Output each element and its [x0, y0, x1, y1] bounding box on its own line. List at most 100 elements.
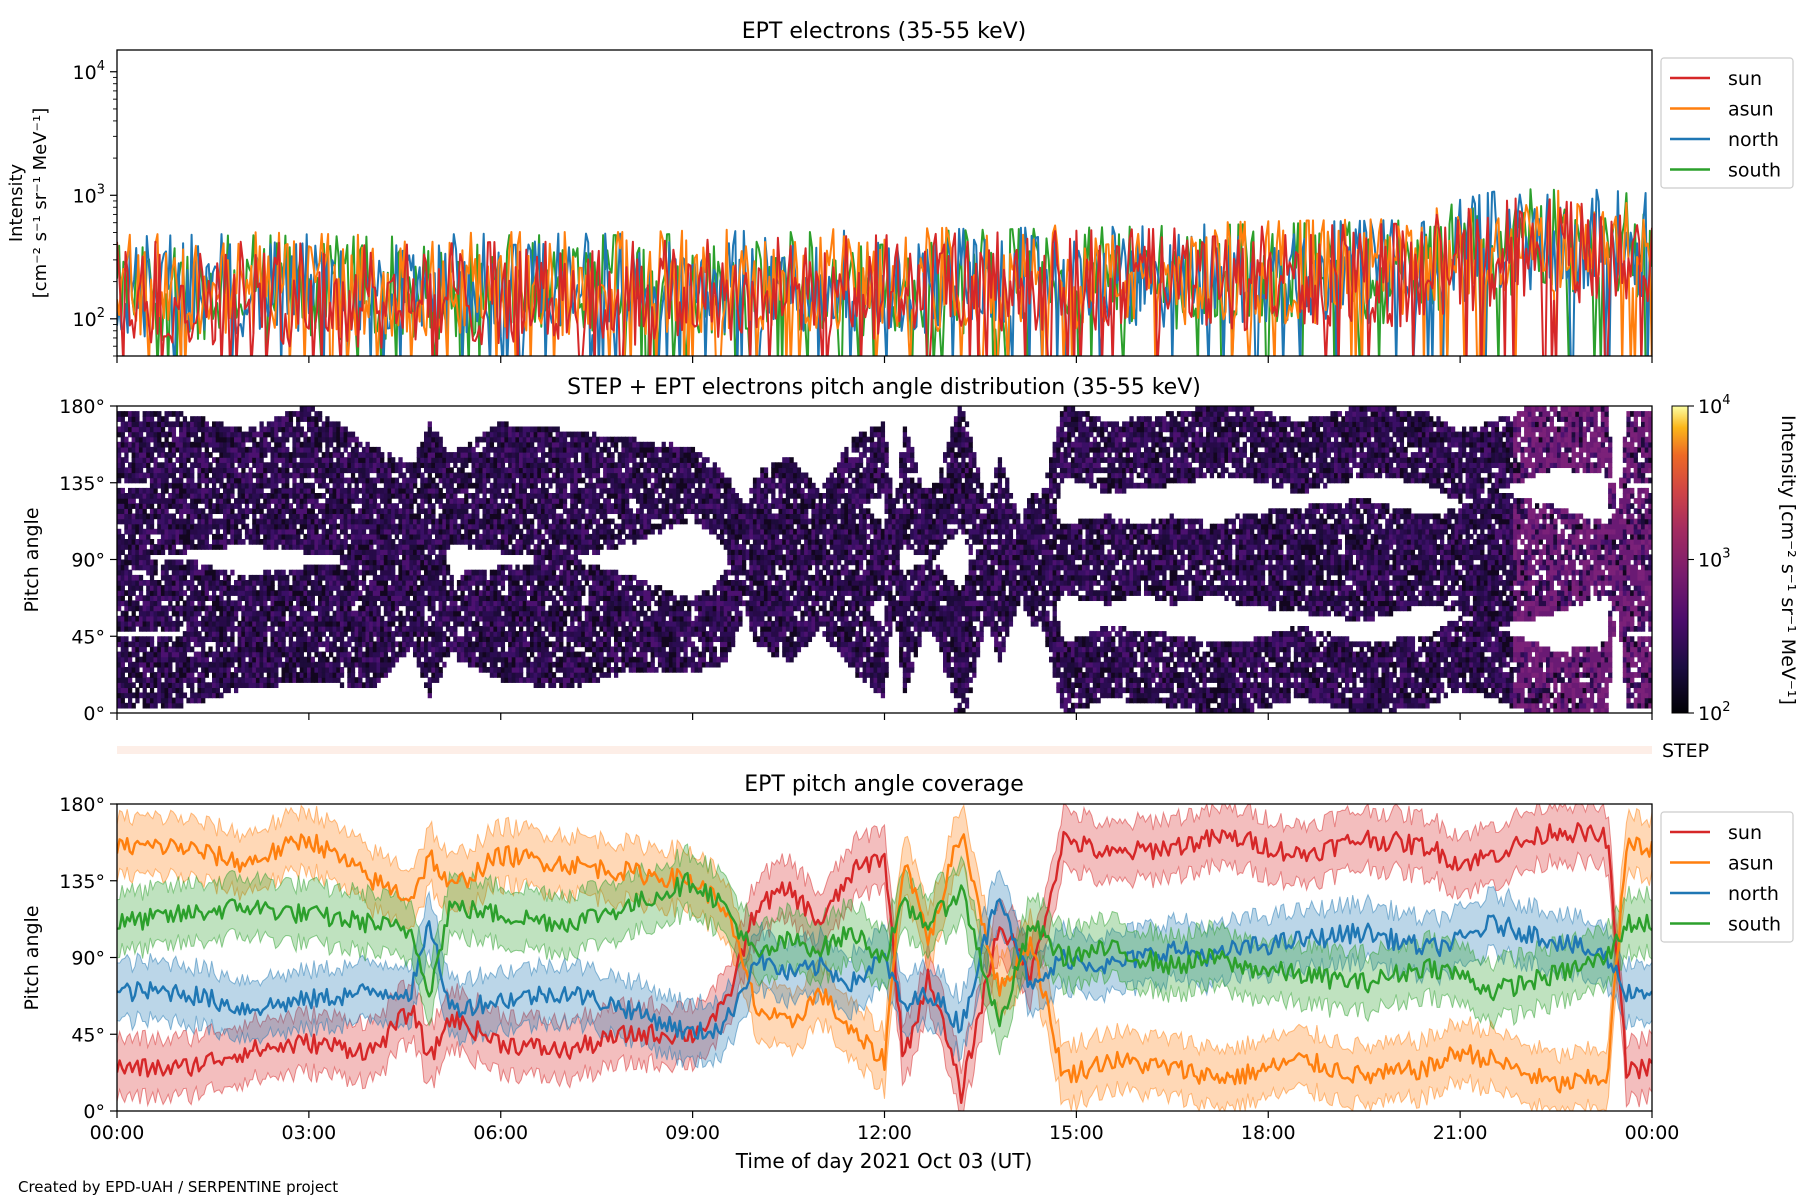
heatmap-cell	[515, 523, 520, 530]
heatmap-cell	[259, 539, 264, 545]
heatmap-cell	[530, 646, 535, 653]
heatmap-cell	[489, 656, 495, 663]
heatmap-cell	[179, 533, 184, 540]
heatmap-cell	[530, 498, 535, 504]
heatmap-cell	[416, 487, 421, 494]
heatmap-cell	[175, 697, 180, 704]
heatmap-cell	[464, 493, 469, 499]
heatmap-cell	[383, 574, 389, 581]
heatmap-cell	[413, 585, 418, 591]
heatmap-cell	[511, 636, 516, 643]
heatmap-cell	[372, 610, 378, 617]
heatmap-cell	[171, 498, 177, 504]
heatmap-cell	[223, 661, 228, 668]
heatmap-cell	[445, 605, 451, 612]
heatmap-cell	[449, 503, 454, 509]
heatmap-cell	[486, 446, 491, 453]
heatmap-cell	[383, 667, 389, 673]
heatmap-cell	[537, 549, 542, 556]
heatmap-cell	[416, 539, 421, 545]
heatmap-cell	[365, 467, 370, 474]
panel2-title: STEP + EPT electrons pitch angle distrib…	[567, 375, 1201, 400]
heatmap-cell	[460, 467, 465, 474]
heatmap-cell	[255, 441, 261, 448]
heatmap-cell	[325, 646, 330, 653]
heatmap-cell	[489, 528, 495, 535]
heatmap-cell	[223, 631, 228, 637]
heatmap-cell	[431, 513, 436, 520]
heatmap-cell	[424, 631, 429, 637]
heatmap-cell	[248, 661, 253, 668]
heatmap-cell	[197, 544, 202, 550]
heatmap-cell	[511, 426, 516, 433]
heatmap-cell	[266, 467, 272, 474]
heatmap-cell	[223, 687, 228, 694]
heatmap-cell	[420, 441, 425, 448]
heatmap-cell	[537, 580, 542, 586]
heatmap-cell	[318, 600, 323, 607]
heatmap-cell	[149, 518, 155, 525]
heatmap-cell	[515, 436, 520, 443]
heatmap-cell	[515, 482, 520, 489]
heatmap-cell	[530, 431, 535, 438]
heatmap-cell	[318, 590, 323, 596]
heatmap-cell	[175, 441, 180, 448]
heatmap-cell	[522, 636, 527, 643]
heatmap-cell	[420, 477, 425, 484]
heatmap-cell	[431, 457, 436, 463]
heatmap-cell	[511, 600, 516, 607]
heatmap-cell	[530, 518, 535, 525]
heatmap-cell	[182, 636, 188, 643]
heatmap-cell	[369, 457, 374, 463]
heatmap-cell	[164, 574, 169, 581]
heatmap-cell	[526, 508, 531, 515]
heatmap-cell	[475, 436, 480, 443]
heatmap-cell	[277, 569, 283, 576]
heatmap-cell	[497, 523, 502, 530]
heatmap-cell	[369, 503, 374, 509]
heatmap-cell	[182, 421, 188, 428]
heatmap-cell	[350, 682, 356, 689]
heatmap-cell	[409, 564, 414, 571]
heatmap-cell	[296, 656, 301, 663]
heatmap-cell	[497, 426, 502, 433]
heatmap-cell	[413, 620, 418, 627]
heatmap-cell	[131, 646, 136, 653]
heatmap-cell	[164, 457, 169, 463]
heatmap-cell	[442, 564, 447, 571]
heatmap-cell	[179, 462, 184, 469]
heatmap-cell	[182, 651, 188, 658]
heatmap-cell	[325, 539, 330, 545]
heatmap-cell	[164, 605, 169, 612]
heatmap-cell	[413, 472, 418, 479]
heatmap-cell	[149, 421, 155, 428]
heatmap-cell	[391, 585, 396, 591]
heatmap-cell	[321, 508, 326, 515]
heatmap-cell	[186, 457, 191, 463]
heatmap-cell	[427, 677, 432, 683]
heatmap-cell	[175, 585, 180, 591]
heatmap-cell	[372, 620, 378, 627]
heatmap-cell	[190, 677, 195, 683]
heatmap-cell	[175, 580, 180, 586]
heatmap-cell	[500, 626, 506, 632]
heatmap-cell	[420, 661, 425, 668]
heatmap-cell	[230, 641, 235, 648]
heatmap-cell	[347, 615, 352, 622]
heatmap-cell	[146, 472, 151, 479]
heatmap-cell	[493, 631, 498, 637]
heatmap-cell	[164, 528, 169, 535]
heatmap-cell	[471, 446, 476, 453]
heatmap-cell	[339, 544, 345, 550]
heatmap-cell	[310, 646, 315, 653]
heatmap-cell	[464, 528, 469, 535]
heatmap-cell	[230, 682, 235, 689]
heatmap-cell	[533, 615, 538, 622]
heatmap-cell	[160, 452, 166, 458]
heatmap-cell	[292, 487, 297, 494]
heatmap-cell	[497, 564, 502, 571]
heatmap-cell	[303, 441, 308, 448]
heatmap-cell	[537, 441, 542, 448]
heatmap-cell	[497, 656, 502, 663]
heatmap-cell	[394, 503, 400, 509]
